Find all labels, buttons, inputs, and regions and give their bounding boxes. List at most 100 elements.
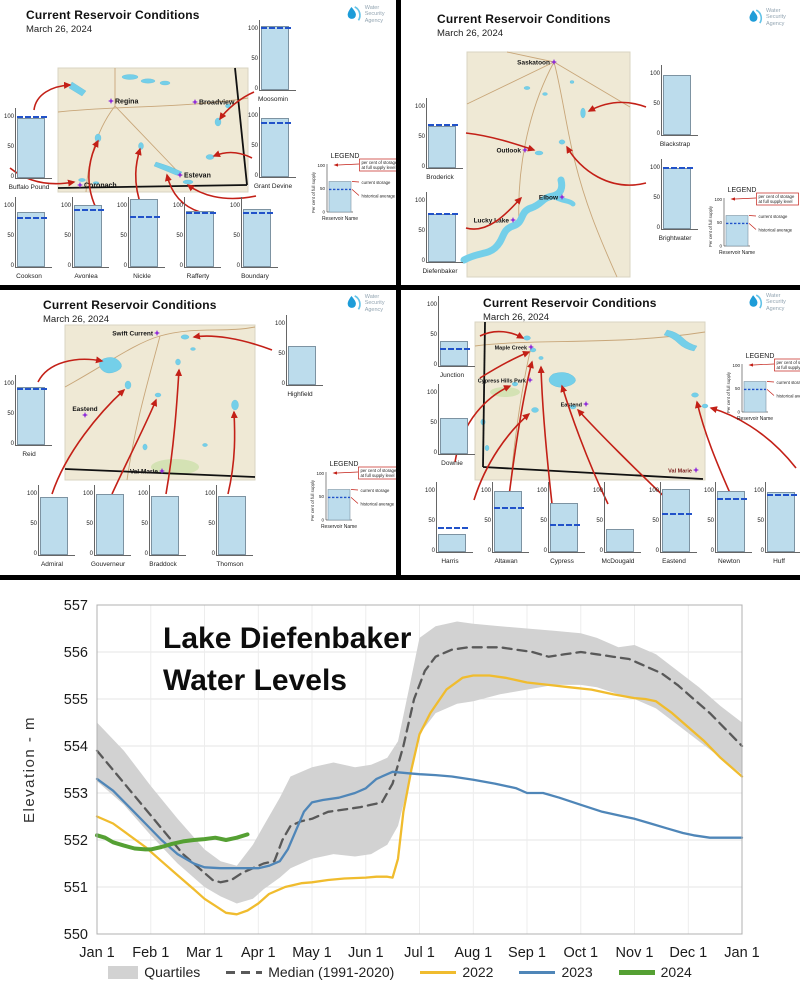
reservoir-name: Highfield (287, 391, 313, 398)
tick-label: 50 (86, 521, 93, 527)
reservoir-gauge-nickle: 100 50 0 Nickle (115, 197, 169, 280)
reservoir-gauge-broderick: 100 50 0 Broderick (413, 98, 467, 181)
wsa-logo-text: Water Security Agency (365, 294, 400, 313)
panel-central: Current Reservoir Conditions March 26, 2… (400, 0, 800, 285)
logo-line1: Water Security (364, 294, 385, 307)
tick-label: 50 (64, 233, 71, 239)
legend-tick: 50 (717, 220, 723, 225)
plot-border (96, 604, 743, 935)
legend-y-label: Per cent of full supply (726, 371, 731, 413)
tick-label: 50 (7, 233, 14, 239)
legend-fsl-box (774, 358, 800, 372)
tick-label: 0 (760, 548, 764, 554)
city-maple-creek: Maple Creek (495, 344, 534, 352)
y-tick-label: 556 (64, 645, 88, 661)
historical-average-line (243, 211, 273, 214)
city-saskatoon: Saskatoon (517, 59, 557, 67)
y-axis (15, 108, 16, 178)
tick-label: 50 (596, 518, 603, 524)
x-axis (426, 168, 463, 169)
reservoir-gauge-reid: 100 50 0 Reid (2, 375, 56, 458)
panel-southeast: Current Reservoir Conditions March 26, 2… (0, 0, 400, 285)
y-tick-label: 553 (64, 786, 88, 802)
chart-legend-item-quartiles: Quartiles (108, 964, 200, 980)
reservoir-gauge-boundary: 100 50 0 Boundary (228, 197, 282, 280)
lake (140, 78, 156, 84)
panel-header: Current Reservoir Conditions March 26, 2… (483, 296, 657, 323)
legend-swatch (108, 965, 139, 979)
historical-average-line (438, 527, 468, 530)
tick-label: 0 (10, 441, 14, 447)
logo-line2: Agency (766, 20, 785, 27)
chart-legend-item-2022: 2022 (420, 964, 493, 980)
horizontal-divider-1 (0, 285, 800, 290)
city-label: Swift Current (112, 331, 154, 338)
legend-swatch (420, 970, 457, 974)
panel-date: March 26, 2024 (43, 314, 110, 325)
x-axis (715, 552, 752, 553)
x-axis (241, 267, 278, 268)
y-axis (548, 482, 549, 552)
tick-label: 100 (753, 488, 764, 494)
reservoir-gauge-huff: 100 50 0 Huff (752, 482, 800, 565)
x-tick-label: Aug 1 (454, 945, 492, 961)
tick-label: 100 (649, 71, 660, 77)
tick-label: 0 (431, 548, 435, 554)
legend-current-storage: current storage (777, 380, 800, 385)
legend-fsl-line2: at full supply level (361, 473, 395, 478)
legend-storage-bar (743, 381, 767, 413)
lake (182, 179, 194, 185)
y-axis (94, 485, 95, 555)
current-storage-bar (438, 534, 466, 552)
tick-label: 100 (648, 488, 659, 494)
series-2023 (95, 770, 744, 870)
city-marker-icon (108, 98, 114, 104)
tick-label: 0 (656, 131, 660, 137)
city-marker-icon (77, 182, 83, 188)
reservoir-name: Newton (717, 558, 741, 565)
city-marker-icon (192, 99, 198, 105)
tick-label: 50 (757, 518, 764, 524)
lake (175, 358, 181, 366)
x-axis (259, 90, 296, 91)
road (466, 61, 555, 105)
tick-label: 0 (281, 381, 285, 387)
tick-label: 0 (236, 263, 240, 269)
tick-label: 0 (33, 551, 37, 557)
tick-label: 0 (89, 551, 93, 557)
city-label: Regina (115, 99, 138, 106)
y-axis (149, 485, 150, 555)
y-axis (438, 384, 439, 454)
current-storage-bar (606, 529, 634, 552)
reservoir-gauge-moosomin: 100 50 0 Moosomin (246, 20, 300, 103)
reservoir-name: Boundary (241, 273, 269, 280)
city-label: Saskatoon (517, 60, 550, 67)
reservoir-name: Avonlea (74, 273, 98, 280)
city-label: Val Marie (668, 469, 692, 475)
reservoir-name: Admiral (40, 561, 64, 568)
x-axis (604, 552, 641, 553)
y-axis (426, 192, 427, 262)
current-storage-bar (440, 340, 468, 366)
tick-label: 50 (30, 521, 37, 527)
y-axis (436, 482, 437, 552)
reservoir-gauge-thomson: 100 50 0 Thomson (203, 485, 257, 568)
reservoir-name: Nickle (133, 273, 151, 280)
reservoir-gauge-cypress: 100 50 0 Cypress (535, 482, 589, 565)
lake (202, 443, 208, 447)
x-tick-label: Sep 1 (508, 945, 546, 961)
city-label: Lucky Lake (474, 218, 510, 225)
lake (558, 139, 566, 145)
tick-label: 100 (247, 26, 258, 32)
x-tick-label: Oct 1 (563, 945, 598, 961)
road (553, 61, 631, 108)
tick-label: 0 (656, 225, 660, 231)
legend-label: Median (1991-2020) (268, 964, 395, 980)
series-median-1991-2020- (95, 646, 744, 884)
y-tick-label: 554 (64, 739, 88, 755)
city-label: Eastend (561, 403, 582, 409)
reservoir-gauge-junction: 100 50 0 Junction (425, 296, 479, 379)
reservoir-gauge-admiral: 100 50 0 Admiral (25, 485, 79, 568)
historical-average-line (17, 217, 47, 219)
current-storage-bar (767, 492, 795, 552)
